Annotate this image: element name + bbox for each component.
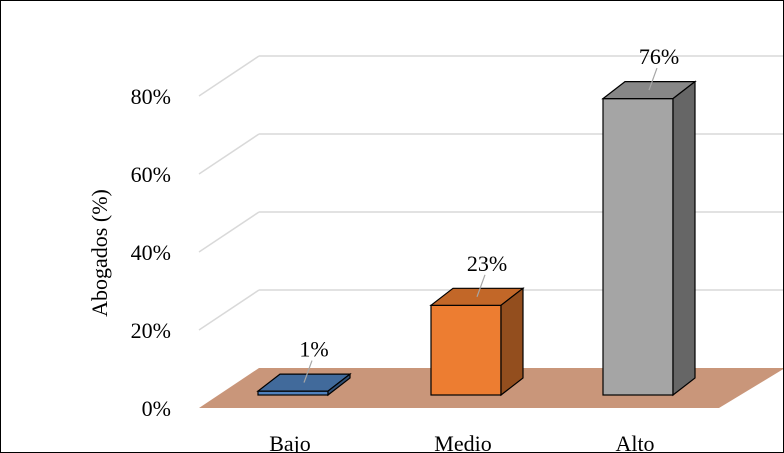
data-labels: 1% 23% 76% bbox=[299, 44, 679, 362]
x-axis-categories: Bajo Medio Alto bbox=[269, 431, 654, 453]
y-tick-label: 80% bbox=[131, 84, 171, 109]
gridline-diagonal bbox=[198, 289, 260, 331]
gridline-diagonal bbox=[198, 55, 260, 97]
bar-side-face bbox=[672, 80, 696, 397]
bar bbox=[429, 287, 525, 397]
data-label: 76% bbox=[639, 44, 679, 69]
leader-line bbox=[648, 67, 658, 91]
data-label: 1% bbox=[299, 337, 328, 362]
y-tick-label: 20% bbox=[131, 318, 171, 343]
bar-side-face bbox=[327, 372, 351, 397]
bar-front-face bbox=[602, 97, 674, 396]
leader-line bbox=[476, 274, 486, 298]
x-category-label: Bajo bbox=[269, 431, 311, 453]
x-category-label: Medio bbox=[434, 431, 491, 453]
leader-line bbox=[303, 360, 313, 383]
y-tick-label: 60% bbox=[131, 162, 171, 187]
bar-side-face bbox=[500, 287, 524, 397]
y-tick-label: 40% bbox=[131, 240, 171, 265]
data-label: 23% bbox=[467, 251, 507, 276]
gridline-diagonal bbox=[198, 211, 260, 253]
x-category-label: Alto bbox=[615, 431, 654, 453]
y-axis-ticks: 0% 20% 40% 60% 80% bbox=[131, 84, 171, 421]
leader-lines bbox=[303, 67, 658, 383]
y-axis-title: Abogados (%) bbox=[87, 189, 112, 317]
y-tick-label: 0% bbox=[142, 396, 171, 421]
gridline-diagonal bbox=[198, 133, 260, 175]
bar-front-face bbox=[430, 304, 502, 396]
bar bbox=[601, 80, 697, 397]
bars bbox=[256, 80, 697, 397]
